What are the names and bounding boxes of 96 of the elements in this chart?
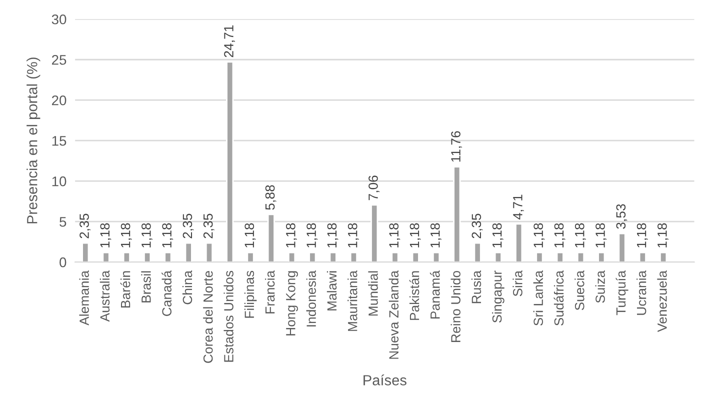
x-tick-label: Indonesia: [306, 270, 316, 326]
bar: [102, 252, 110, 262]
bar: [515, 223, 523, 262]
x-tick-label: Singapur: [492, 270, 504, 323]
data-label: 1,18: [492, 223, 504, 248]
bar: [308, 252, 316, 262]
data-label: 1,18: [120, 223, 132, 248]
data-label: 1,18: [430, 223, 442, 248]
bar: [226, 61, 234, 262]
data-label: 24,71: [224, 25, 235, 58]
data-label: 1,18: [286, 223, 297, 248]
y-tick-label: 20: [52, 95, 66, 106]
y-tick-label: 10: [52, 176, 66, 186]
x-tick-label: China: [182, 270, 192, 304]
bar: [474, 242, 482, 262]
y-tick-label: 0: [60, 257, 66, 268]
data-label: 1,18: [554, 223, 566, 248]
data-label: 2,35: [472, 214, 483, 238]
x-tick-label: Mauritania: [348, 270, 358, 331]
data-label: 2,35: [80, 214, 90, 238]
bar: [576, 252, 585, 262]
x-tick-label: Mundial: [368, 271, 378, 316]
data-label: 1,18: [348, 223, 359, 248]
x-tick-label: Francia: [265, 270, 275, 314]
bar: [329, 252, 337, 262]
bar: [453, 166, 461, 262]
data-label: 1,18: [658, 223, 668, 248]
x-tick-label: Reino Unido: [450, 270, 460, 342]
x-tick-label: Ucrania: [636, 270, 646, 315]
y-tick-label: 30: [52, 14, 66, 24]
bar: [494, 252, 502, 262]
x-tick-label: Corea del Norte: [203, 270, 213, 363]
bar: [370, 204, 378, 262]
bar: [288, 252, 296, 262]
x-axis-title: Países: [364, 374, 406, 386]
data-label: 1,18: [389, 223, 400, 248]
bar: [144, 252, 152, 262]
bar: [432, 252, 440, 262]
x-tick-label: Siria: [512, 270, 522, 296]
data-label: 11,76: [451, 131, 462, 162]
data-label: 1,18: [574, 223, 586, 248]
y-tick-label: 25: [52, 54, 66, 65]
bar: [618, 232, 626, 262]
bar: [205, 242, 214, 262]
data-label: 1,18: [162, 223, 174, 248]
bar: [536, 252, 544, 262]
x-tick-label: Sudáfrica: [554, 270, 564, 326]
bar: [82, 242, 90, 262]
x-tick-label: Canadá: [162, 270, 172, 316]
x-tick-label: Turquía: [616, 270, 628, 316]
data-label: 4,71: [513, 194, 524, 220]
data-label: 1,18: [327, 223, 338, 248]
data-label: 3,53: [616, 204, 628, 229]
data-label: 5,88: [265, 185, 276, 210]
data-label: 1,18: [534, 223, 545, 248]
bar: [267, 214, 275, 262]
bar: [164, 252, 172, 262]
x-tick-label: Nueva Zelanda: [388, 270, 399, 359]
bar: [122, 252, 130, 262]
y-tick-label: 5: [60, 217, 66, 227]
data-label: 1,18: [306, 223, 318, 248]
x-tick-label: Venezuela: [657, 270, 667, 332]
x-tick-label: Malawi: [326, 271, 337, 310]
x-tick-label: Baréin: [120, 271, 130, 308]
x-tick-label: Suecia: [574, 270, 584, 310]
data-label: 1,18: [142, 223, 152, 248]
bar: [391, 252, 399, 262]
x-tick-label: Australia: [100, 270, 110, 322]
x-tick-label: Panamá: [430, 270, 440, 318]
bar: [412, 252, 420, 262]
data-label: 2,35: [182, 214, 194, 238]
data-label: 1,18: [596, 223, 606, 248]
data-label: 2,35: [203, 214, 214, 238]
x-tick-label: Alemania: [79, 270, 89, 326]
bar: [660, 252, 668, 262]
bar: [184, 242, 192, 262]
data-label: 1,18: [244, 223, 256, 248]
x-tick-label: Hong Kong: [286, 271, 298, 336]
y-tick-label: 15: [52, 136, 66, 146]
data-label: 1,18: [410, 223, 421, 248]
data-label: 7,06: [368, 176, 380, 200]
x-tick-label: Brasil: [141, 271, 151, 302]
x-tick-label: Filipinas: [244, 270, 257, 318]
y-axis-title: Presencia en el portal (%): [26, 58, 40, 224]
x-tick-label: Rusia: [471, 270, 482, 304]
bar: [556, 252, 564, 262]
data-label: 1,18: [636, 223, 648, 248]
data-label: 1,18: [100, 223, 112, 248]
x-tick-label: Sri Lanka: [533, 270, 544, 326]
x-tick-label: Estados Unidos: [224, 270, 234, 362]
bar: [246, 252, 254, 262]
bar: [598, 252, 606, 262]
x-tick-label: Suiza: [595, 270, 605, 303]
x-tick-label: Pakistán: [409, 271, 420, 320]
bar: [350, 252, 358, 262]
bar: [638, 252, 646, 262]
